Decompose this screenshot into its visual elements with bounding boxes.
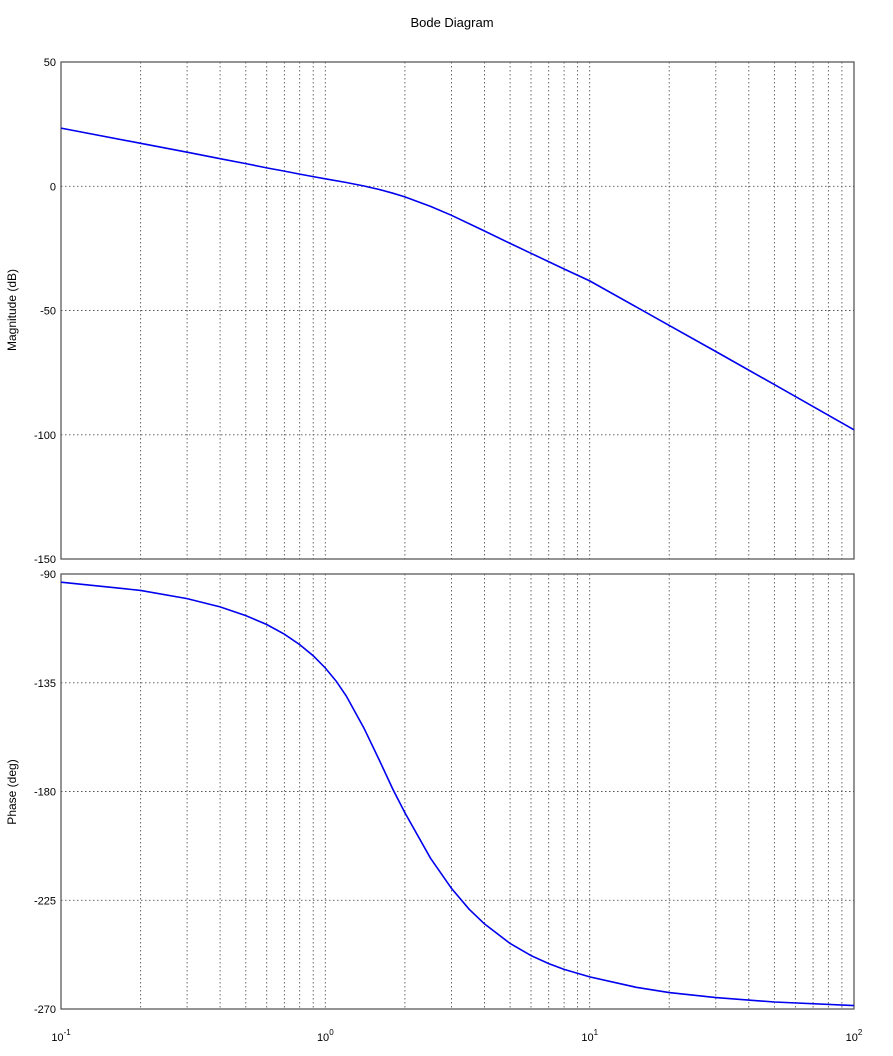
magnitude-curve (60, 127, 855, 431)
phase-y-tick-label: -225 (34, 895, 56, 907)
phase-panel: -90 -135 -180 -225 -270 Phase (deg) (5, 569, 855, 1016)
phase-y-tick-label: -135 (34, 678, 56, 690)
chart-title: Bode Diagram (410, 15, 493, 30)
magnitude-axis-label: Magnitude (dB) (5, 269, 19, 351)
frequency-axis-ticks: 10-1 100 101 102 (51, 1028, 863, 1044)
x-tick-label: 10-1 (51, 1028, 71, 1044)
phase-y-tick-label: -90 (40, 569, 56, 581)
x-tick-label: 100 (317, 1028, 334, 1044)
phase-y-tick-label: -270 (34, 1004, 56, 1016)
magnitude-y-tick-label: -50 (40, 306, 56, 318)
magnitude-y-tick-label: 0 (50, 181, 56, 193)
magnitude-y-ticks: 50 0 -50 -100 -150 (34, 57, 56, 566)
phase-curve (60, 581, 855, 1007)
phase-axis-label: Phase (deg) (5, 759, 19, 824)
phase-y-ticks: -90 -135 -180 -225 -270 (34, 569, 56, 1016)
phase-y-tick-label: -180 (34, 787, 56, 799)
magnitude-y-tick-label: 50 (44, 57, 56, 69)
phase-grid (61, 574, 854, 1009)
magnitude-y-tick-label: -100 (34, 430, 56, 442)
x-tick-label: 102 (846, 1028, 863, 1044)
magnitude-y-tick-label: -150 (34, 554, 56, 566)
magnitude-grid (61, 62, 854, 559)
x-tick-label: 101 (581, 1028, 598, 1044)
magnitude-panel: 50 0 -50 -100 -150 Magnitude (dB) (5, 57, 855, 566)
